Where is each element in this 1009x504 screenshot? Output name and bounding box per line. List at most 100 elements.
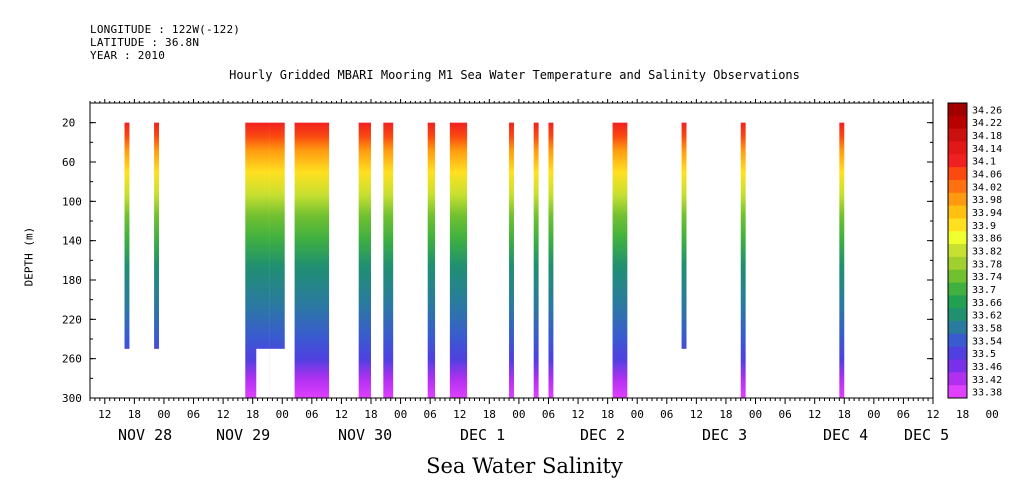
x-hour-label: 12 (216, 408, 229, 421)
y-tick-label: 140 (62, 235, 82, 248)
salinity-column (154, 122, 160, 349)
colorbar-label: 34.1 (972, 157, 996, 168)
colorbar-swatch (948, 218, 967, 232)
x-hour-label: 00 (749, 408, 762, 421)
colorbar-swatch (948, 346, 967, 361)
salinity-column (383, 122, 394, 399)
colorbar-label: 33.62 (972, 311, 1002, 322)
x-hour-label: 18 (956, 408, 969, 421)
colorbar-label: 33.46 (972, 362, 1002, 373)
x-hour-label: 12 (926, 408, 939, 421)
x-hour-label: 06 (542, 408, 555, 421)
colorbar-label: 33.98 (972, 195, 1002, 206)
colorbar-swatch (948, 295, 967, 309)
colorbar-label: 33.82 (972, 247, 1002, 258)
x-date-label: DEC 3 (702, 426, 747, 444)
colorbar-label: 33.54 (972, 336, 1002, 347)
x-axis-label: Sea Water Salinity (426, 454, 623, 478)
salinity-column (358, 122, 371, 399)
colorbar-swatch (948, 359, 967, 373)
x-date-label: DEC 5 (904, 426, 949, 444)
colorbar-swatch (948, 141, 967, 155)
x-hour-label: 18 (128, 408, 141, 421)
x-date-label: DEC 2 (580, 426, 625, 444)
x-hour-label: 06 (778, 408, 791, 421)
colorbar-frame (947, 102, 968, 399)
colorbar-label: 34.14 (972, 144, 1002, 155)
colorbar-swatch (948, 192, 967, 207)
colorbar-swatch (948, 385, 967, 399)
x-hour-label: 12 (335, 408, 348, 421)
colorbar-swatch (948, 103, 967, 117)
colorbar-swatch (948, 372, 967, 386)
x-date-label: NOV 28 (118, 426, 172, 444)
salinity-column (612, 122, 628, 399)
y-tick-label: 260 (62, 353, 82, 366)
colorbar-label: 33.74 (972, 272, 1002, 283)
salinity-column (533, 122, 539, 399)
x-hour-label: 00 (157, 408, 170, 421)
colorbar-label: 33.58 (972, 323, 1002, 334)
colorbar-label: 33.9 (972, 221, 996, 232)
colorbar-label: 33.42 (972, 375, 1002, 386)
colorbar-swatch (948, 167, 967, 181)
salinity-column (294, 122, 330, 399)
colorbar-swatch (948, 154, 967, 168)
colorbar-swatch (948, 333, 967, 348)
longitude-label: LONGITUDE : 122W(-122) (90, 23, 241, 36)
x-hour-label: 06 (897, 408, 910, 421)
colorbar-label: 33.38 (972, 388, 1002, 399)
x-hour-label: 18 (483, 408, 496, 421)
salinity-column (509, 122, 514, 399)
colorbar-swatch (948, 244, 967, 258)
x-hour-label: 18 (364, 408, 377, 421)
x-date-label: NOV 29 (216, 426, 270, 444)
x-hour-label: 00 (631, 408, 644, 421)
colorbar-label: 34.18 (972, 131, 1002, 142)
x-hour-label: 18 (246, 408, 259, 421)
latitude-label: LATITUDE : 36.8N (90, 36, 200, 49)
colorbar-label: 33.7 (972, 285, 996, 296)
y-tick-label: 100 (62, 195, 82, 208)
plot-frame (89, 102, 934, 399)
x-date-label: NOV 30 (338, 426, 392, 444)
colorbar-swatch (948, 231, 967, 245)
colorbar-swatch (948, 205, 967, 219)
salinity-column (449, 122, 468, 399)
colorbar-label: 34.26 (972, 105, 1002, 116)
colorbar-label: 33.86 (972, 234, 1002, 245)
x-hour-label: 00 (867, 408, 880, 421)
x-hour-label: 06 (305, 408, 318, 421)
colorbar-swatch (948, 256, 967, 271)
colorbar-swatch (948, 115, 967, 130)
colorbar-label: 33.94 (972, 208, 1002, 219)
x-hour-label: 12 (808, 408, 821, 421)
x-date-label: DEC 1 (460, 426, 505, 444)
chart-title: Hourly Gridded MBARI Mooring M1 Sea Wate… (229, 68, 800, 82)
colorbar-swatch (948, 308, 967, 322)
salinity-column (548, 122, 554, 399)
colorbar-swatch (948, 269, 967, 284)
colorbar-label: 33.5 (972, 349, 996, 360)
x-hour-label: 18 (838, 408, 851, 421)
x-hour-label: 00 (394, 408, 407, 421)
x-hour-label: 12 (98, 408, 111, 421)
y-tick-label: 300 (62, 392, 82, 405)
colorbar-swatch (948, 282, 967, 296)
x-hour-label: 00 (276, 408, 289, 421)
colorbar-swatch (948, 128, 967, 142)
y-tick-label: 180 (62, 274, 82, 287)
x-hour-label: 12 (571, 408, 584, 421)
x-hour-label: 18 (601, 408, 614, 421)
y-tick-label: 60 (62, 156, 75, 169)
x-hour-label: 00 (986, 408, 999, 421)
salinity-column (269, 122, 285, 349)
y-tick-label: 220 (62, 313, 82, 326)
x-date-label: DEC 4 (823, 426, 868, 444)
colorbar-swatch (948, 179, 967, 194)
salinity-column (740, 122, 746, 399)
x-hour-label: 00 (512, 408, 525, 421)
salinity-column (681, 122, 687, 349)
x-hour-label: 12 (690, 408, 703, 421)
